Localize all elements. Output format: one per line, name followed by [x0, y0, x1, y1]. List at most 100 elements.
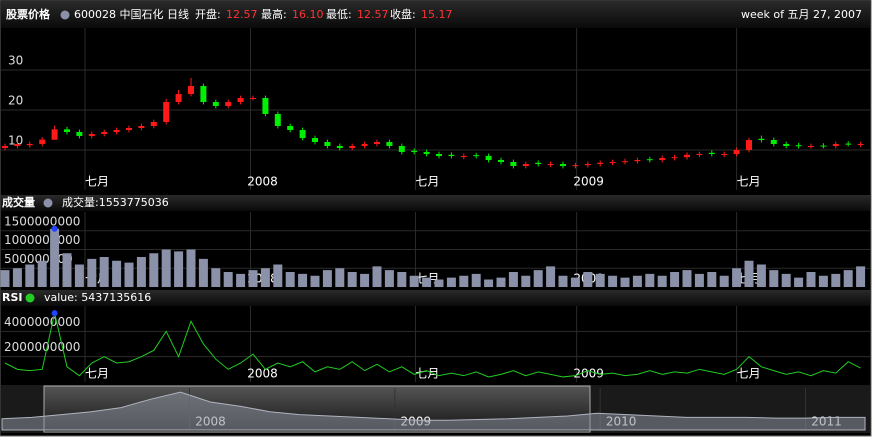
volume-bar: [384, 270, 394, 287]
candle-body: [188, 86, 194, 94]
y-tick-label: 1500000000: [4, 214, 80, 228]
volume-bar: [719, 275, 729, 287]
tooltip-value: 成交量:1553775036: [62, 195, 169, 209]
y-tick-label: 4000000000: [4, 315, 80, 329]
volume-bar: [360, 273, 370, 287]
volume-bar: [409, 275, 419, 287]
legend-dot: [60, 10, 70, 20]
candle-body: [510, 162, 517, 166]
candle-body: [361, 144, 368, 146]
volume-bar: [124, 262, 134, 287]
x-tick-label: 2009: [573, 175, 604, 189]
x-tick-label: 七月: [85, 175, 109, 189]
candle-body: [324, 142, 331, 146]
tooltip-value: 16.10: [292, 8, 324, 21]
volume-bar: [595, 273, 605, 287]
candle-body: [423, 152, 430, 154]
candle-body: [671, 157, 678, 159]
candle-body: [150, 122, 157, 126]
candle-body: [299, 130, 306, 138]
volume-bar: [818, 275, 828, 287]
candle-body: [39, 139, 46, 144]
volume-bar: [335, 268, 345, 287]
volume-bar: [372, 266, 382, 287]
volume-bar: [285, 272, 295, 287]
candle-body: [386, 142, 393, 146]
candle-body: [398, 146, 405, 152]
candle-body: [820, 145, 827, 147]
candle-body: [609, 162, 616, 163]
hover-marker: [51, 225, 58, 232]
x-tick-label: 七月: [737, 175, 761, 189]
volume-bar: [546, 266, 556, 287]
tooltip-name: 600028 中国石化 日线: [74, 7, 189, 21]
volume-bar: [149, 253, 159, 287]
volume-bar: [657, 275, 667, 287]
volume-bar: [471, 273, 481, 287]
volume-bar: [769, 270, 779, 287]
candle-body: [336, 146, 343, 148]
candle-body: [708, 152, 715, 154]
volume-bar: [670, 272, 680, 287]
volume-bar: [508, 272, 518, 287]
x-tick-label: 七月: [85, 367, 109, 381]
volume-bar: [0, 270, 10, 287]
candle-body: [262, 98, 269, 114]
candle-body: [312, 138, 318, 142]
volume-bar: [645, 273, 655, 287]
volume-bar: [583, 272, 593, 287]
y-tick-label: 1000000000: [4, 233, 80, 247]
candle-body: [113, 130, 120, 132]
candle-body: [175, 94, 182, 102]
volume-bar: [806, 272, 816, 287]
volume-bar: [347, 272, 357, 287]
tooltip-date: week of 五月 27, 2007: [741, 8, 862, 21]
volume-bar: [186, 249, 196, 287]
volume-bar: [50, 228, 60, 287]
volume-bar: [62, 253, 72, 287]
candle-body: [485, 156, 492, 160]
candle-body: [783, 144, 790, 146]
candle-body: [721, 154, 728, 155]
tooltip-label: 最低:: [326, 8, 352, 21]
header-bar: [1, 195, 870, 211]
rsi-line: [4, 313, 861, 378]
candle-body: [460, 156, 467, 157]
tooltip-value: 12.57: [226, 8, 258, 21]
legend-dot: [43, 198, 53, 208]
candle-body: [274, 114, 281, 126]
candle-body: [646, 159, 653, 161]
candle-body: [498, 160, 504, 162]
volume-bar: [484, 279, 494, 287]
volume-bar: [682, 270, 692, 287]
tooltip-value: 15.17: [421, 8, 453, 21]
candle-body: [572, 165, 579, 167]
x-tick-label: 2008: [247, 367, 278, 381]
candle-body: [212, 102, 219, 106]
volume-bar: [87, 258, 97, 287]
candle-body: [14, 144, 21, 146]
candle-body: [770, 140, 777, 144]
candle-body: [684, 154, 690, 158]
volume-bar: [781, 273, 791, 287]
volume-bar: [236, 273, 246, 287]
volume-bar: [174, 251, 184, 287]
volume-bar: [74, 264, 84, 287]
volume-bar: [298, 273, 308, 287]
candle-body: [522, 164, 529, 166]
candle-body: [163, 102, 170, 122]
volume-bar: [260, 268, 270, 287]
volume-bar: [794, 277, 804, 287]
volume-bar: [496, 277, 506, 287]
candle-body: [832, 144, 839, 146]
candle-body: [584, 164, 591, 166]
candle-body: [76, 132, 83, 136]
candle-body: [535, 162, 542, 164]
panel-title: RSI: [2, 291, 23, 304]
candle-body: [237, 98, 244, 102]
tooltip-label: 收盘:: [390, 7, 416, 21]
candle-body: [857, 144, 864, 145]
volume-bar: [397, 272, 407, 287]
panel-title: 股票价格: [6, 7, 51, 21]
